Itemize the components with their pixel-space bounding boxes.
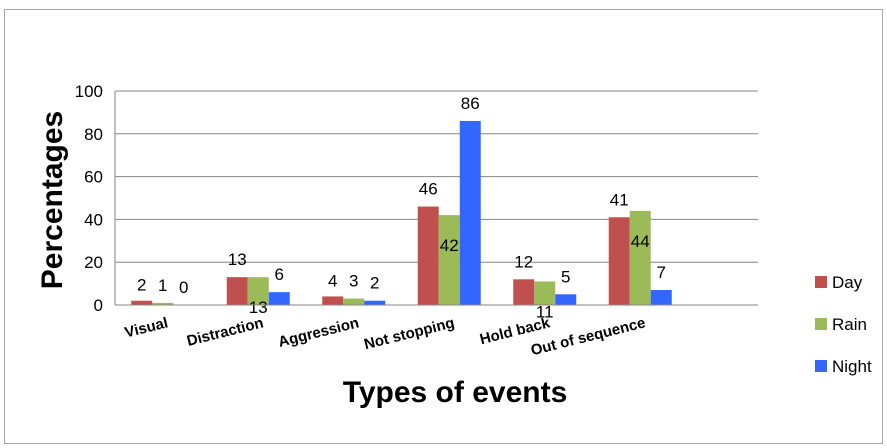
bar-day: [417, 206, 439, 305]
x-axis-categories: Visual Distraction Aggression Not stopping H…: [123, 314, 647, 359]
data-label-rain: 13: [249, 298, 268, 317]
y-tick-label: 40: [84, 210, 103, 229]
bars: [131, 120, 672, 306]
x-category-label: Visual: [123, 314, 170, 341]
data-label-day: 4: [328, 271, 337, 290]
bar-day: [513, 279, 535, 305]
bar-rain: [152, 302, 174, 305]
data-label-night: 86: [461, 94, 480, 113]
y-tick-label: 100: [75, 82, 103, 101]
bar-rain: [438, 215, 460, 305]
legend: Day Rain Night: [815, 273, 872, 376]
data-label-day: 46: [419, 180, 438, 199]
legend-label-night: Night: [832, 357, 872, 376]
bar-day: [608, 217, 630, 305]
y-axis-title: Percentages: [36, 111, 69, 289]
data-label-night: 2: [370, 274, 379, 293]
bar-night: [555, 294, 577, 305]
legend-label-rain: Rain: [832, 315, 867, 334]
bar-rain: [247, 277, 269, 305]
data-label-rain: 1: [158, 276, 167, 295]
data-label-day: 2: [137, 276, 146, 295]
bar-night: [459, 120, 481, 306]
bar-rain: [629, 210, 651, 305]
x-category-label: Not stopping: [362, 314, 456, 353]
data-label-rain: 3: [349, 272, 358, 291]
data-label-night: 7: [657, 263, 666, 282]
bar-day: [131, 300, 153, 305]
data-label-rain: 42: [440, 236, 459, 255]
y-tick-label: 0: [94, 296, 103, 315]
x-axis-title: Types of events: [343, 376, 568, 409]
y-tick-label: 80: [84, 125, 103, 144]
legend-swatch-night: [815, 360, 827, 372]
bar-day: [226, 277, 248, 305]
bar-rain: [534, 281, 556, 305]
legend-label-day: Day: [832, 273, 863, 292]
data-label-rain: 11: [536, 302, 554, 321]
x-category-label: Distraction: [185, 314, 265, 349]
bar-night: [650, 290, 672, 305]
bar-night: [364, 300, 386, 305]
data-label-night: 5: [561, 267, 570, 286]
y-tick-label: 20: [84, 253, 103, 272]
data-label-rain: 44: [631, 232, 650, 251]
data-label-night: 0: [179, 278, 188, 297]
bar-day: [322, 296, 344, 305]
data-label-night: 6: [275, 265, 284, 284]
data-label-day: 12: [514, 252, 533, 271]
legend-swatch-day: [815, 276, 827, 288]
x-category-label: Aggression: [277, 314, 361, 350]
bar-night: [268, 292, 290, 305]
y-axis-ticks: 0 20 40 60 80 100: [75, 82, 103, 315]
legend-swatch-rain: [815, 318, 827, 330]
data-label-day: 13: [228, 250, 247, 269]
data-label-day: 41: [610, 190, 629, 209]
bar-rain: [343, 298, 365, 305]
y-tick-label: 60: [84, 168, 103, 187]
